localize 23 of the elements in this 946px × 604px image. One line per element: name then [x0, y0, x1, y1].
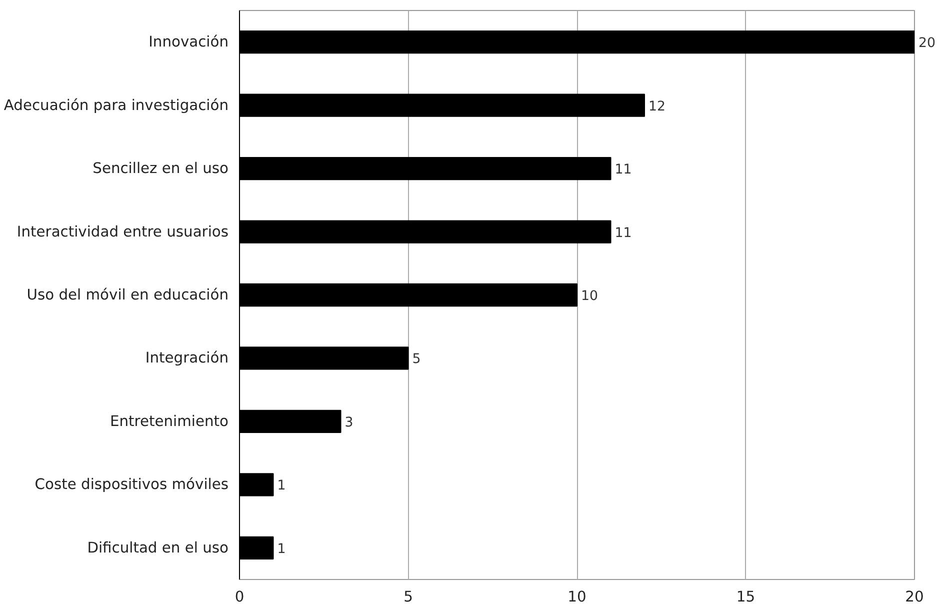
data-label: 5 [412, 352, 421, 368]
data-label: 11 [614, 226, 632, 241]
x-tick-label: 0 [234, 588, 244, 604]
data-label: 11 [614, 162, 632, 178]
y-tick-label: Dificultad en el uso [87, 539, 229, 556]
y-tick-label: Innovación [148, 34, 229, 51]
data-label: 3 [344, 415, 354, 430]
y-tick-label: Uso del móvil en educación [26, 286, 229, 304]
data-label: 1 [277, 542, 286, 557]
y-tick-label: Adecuación para investigación [4, 96, 229, 114]
y-tick-label: Interactividad entre usuarios [16, 223, 228, 240]
y-tick-label: Entretenimiento [110, 412, 229, 430]
y-tick-label: Coste dispositivos móviles [34, 476, 229, 494]
data-label: 12 [648, 99, 666, 114]
x-tick-label: 20 [905, 588, 924, 604]
x-tick-label: 5 [404, 588, 413, 604]
y-tick-label: Sencillez en el uso [92, 160, 229, 178]
x-tick-label: 10 [568, 588, 586, 604]
y-tick-label: Integración [145, 350, 229, 367]
data-label: 1 [277, 478, 286, 494]
data-label: 10 [581, 289, 598, 304]
data-label: 20 [918, 36, 936, 52]
x-tick-label: 15 [736, 588, 756, 604]
